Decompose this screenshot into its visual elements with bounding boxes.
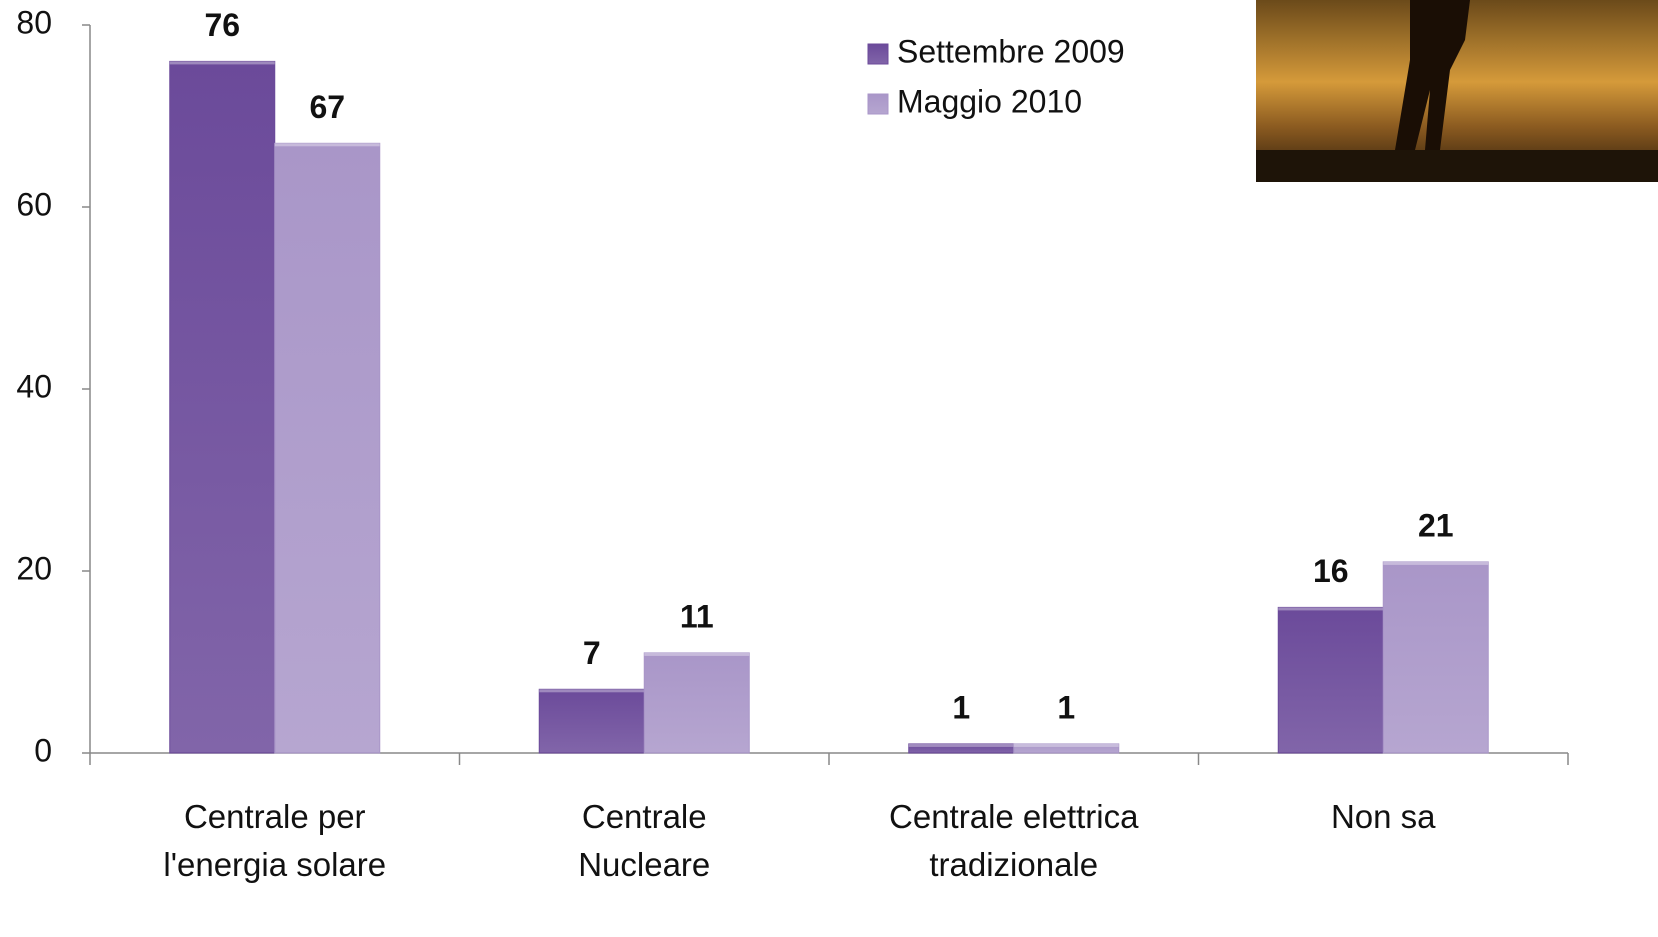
bar-highlight (169, 61, 275, 65)
value-label: 16 (1313, 553, 1349, 589)
legend-label: Settembre 2009 (897, 33, 1125, 69)
legend-label: Maggio 2010 (897, 83, 1082, 119)
value-label: 76 (204, 7, 240, 43)
value-label: 1 (952, 689, 970, 725)
y-tick-label: 60 (16, 186, 52, 222)
y-tick-label: 80 (16, 4, 52, 40)
bar-highlight (908, 743, 1014, 747)
bar (538, 688, 645, 754)
x-tick-label: Centrale elettrica tradizionale (889, 798, 1139, 883)
value-label: 11 (680, 598, 714, 634)
bar-highlight (644, 652, 750, 656)
bar-highlight (539, 689, 645, 693)
value-label: 1 (1057, 689, 1075, 725)
y-tick-label: 0 (34, 732, 52, 768)
photo (1256, 0, 1658, 182)
bar (643, 652, 750, 754)
y-tick-label: 20 (16, 550, 52, 586)
x-tick-label: Centrale per l'energia solare (163, 798, 387, 883)
y-tick-label: 40 (16, 368, 52, 404)
bar-highlight (274, 143, 380, 147)
value-label: 21 (1418, 507, 1454, 543)
bar-highlight (1013, 743, 1119, 747)
legend-swatch (867, 93, 889, 115)
x-tick-label: Centrale Nucleare (578, 798, 711, 883)
bar (1382, 561, 1489, 754)
x-tick-label: Non sa (1330, 798, 1436, 835)
bar (169, 60, 276, 754)
legend-swatch (867, 43, 889, 65)
bar (1277, 606, 1384, 754)
bar-highlight (1383, 561, 1489, 565)
value-label: 7 (583, 635, 601, 671)
bar (274, 142, 381, 754)
bar-highlight (1278, 607, 1384, 611)
bar (1013, 743, 1120, 754)
value-label: 67 (309, 89, 345, 125)
